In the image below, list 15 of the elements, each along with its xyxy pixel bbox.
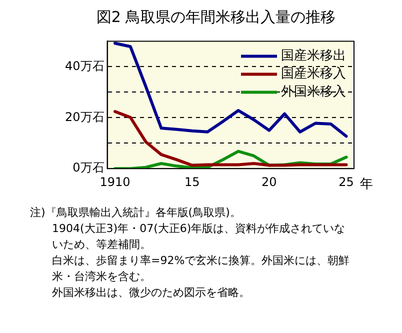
legend-label: 国産米移入	[281, 66, 346, 82]
y-tick-label: 20万石	[64, 110, 104, 124]
text: 注)『鳥取県輸出入統計』各年版(鳥取県)。	[30, 205, 242, 221]
text: 白米は、歩留まり率=92%で玄米に換算。外国米には、朝鮮米・台湾米を含む。	[52, 253, 350, 285]
text: 1904(大正3)年・07(大正6)年版は、資料が作成されていないため、等差補間。	[52, 221, 346, 253]
x-axis-title: 年	[360, 176, 373, 193]
x-tick-label: 20	[262, 174, 277, 189]
text: 外国米移出は、微少のため図示を省略。	[52, 285, 251, 301]
x-tick-label: 15	[184, 174, 200, 189]
x-tick-label: 25	[338, 174, 354, 189]
y-tick-label: 0万石	[72, 160, 104, 175]
y-tick-label: 40万石	[64, 58, 104, 73]
x-tick-label: 1910	[100, 174, 130, 189]
chart-title: 図2 鳥取県の年間米移出入量の推移	[95, 8, 337, 27]
legend-label: 国産米移出	[281, 48, 346, 64]
